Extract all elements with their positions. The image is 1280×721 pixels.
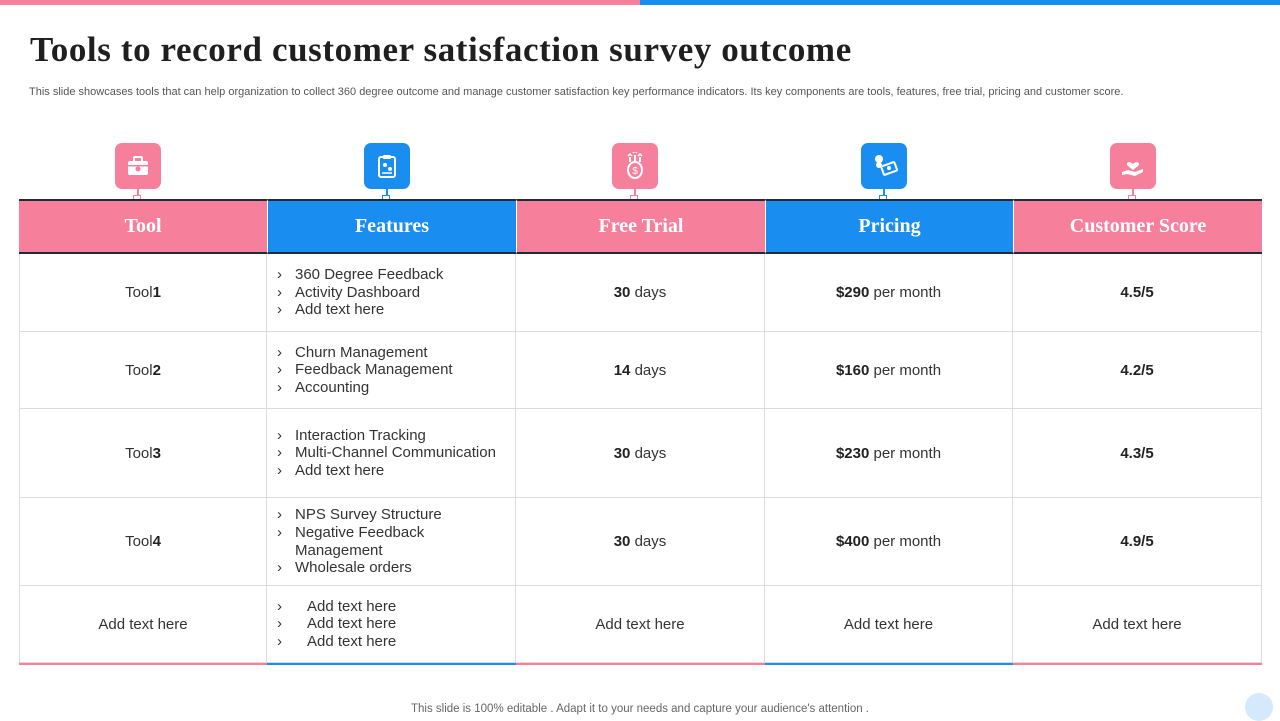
list-item: Wholesale orders [276,559,475,577]
list-item: NPS Survey Structure [276,506,475,524]
table-row-3-score: 4.3/5 [1013,409,1262,498]
table-row-4-features: NPS Survey Structure Negative Feedback M… [267,498,516,586]
list-item: 360 Degree Feedback [276,266,443,284]
free-trial-column-icon: $ [612,143,658,205]
table-row-4-tool: Tool 4 [19,498,267,586]
table-row-1-tool: Tool 1 [19,254,267,332]
table-row-4-pricing: $400 per month [765,498,1013,586]
list-item: Interaction Tracking [276,427,496,445]
slide-footer: This slide is 100% editable . Adapt it t… [410,703,869,715]
table-row-5-features: Add text here Add text here Add text her… [267,586,516,663]
list-item: Accounting [276,379,453,397]
slide-subtitle: This slide showcases tools that can help… [29,86,1124,98]
slide-title: Tools to record customer satisfaction su… [30,30,852,69]
table-row-3-trial: 30 days [516,409,765,498]
tool-column-icon [115,143,161,205]
list-item: Add text here [276,615,396,633]
header-pricing: Pricing [765,199,1013,254]
table-row-4-trial: 30 days [516,498,765,586]
list-item: Add text here [276,301,443,319]
column-bottom-line [765,663,1013,665]
table-row-1-pricing: $290 per month [765,254,1013,332]
header-customer-score: Customer Score [1013,199,1262,254]
list-item: Multi-Channel Communication [276,444,496,462]
corner-circle [1245,693,1273,721]
table-row-1-score: 4.5/5 [1013,254,1262,332]
list-item: Add text here [276,633,396,651]
table-row-2-features: Churn Management Feedback Management Acc… [267,332,516,409]
column-bottom-line [516,663,765,665]
top-accent-bar-blue [640,0,1280,5]
clipboard-icon [378,155,396,178]
list-item: Add text here [276,462,496,480]
table-row-2-trial: 14 days [516,332,765,409]
table-row-3-tool: Tool 3 [19,409,267,498]
comparison-table: Tool Features Free Trial Pricing Custome… [19,199,1262,663]
customer-score-column-icon [1110,143,1156,205]
header-free-trial: Free Trial [516,199,765,254]
column-bottom-line [19,663,267,665]
table-row-3-features: Interaction Tracking Multi-Channel Commu… [267,409,516,498]
table-row-2-score: 4.2/5 [1013,332,1262,409]
list-item: Feedback Management [276,361,453,379]
column-bottom-line [267,663,516,665]
cash-icon [875,155,898,176]
list-item: Churn Management [276,344,453,362]
toolbox-icon [128,156,148,175]
table-row-2-tool: Tool 2 [19,332,267,409]
table-row-2-pricing: $160 per month [765,332,1013,409]
top-accent-bar-pink [0,0,640,5]
money-bag-icon: $ [627,152,643,179]
table-row-5-score: Add text here [1013,586,1262,663]
features-column-icon [364,143,410,205]
table-row-5-tool: Add text here [19,586,267,663]
table-row-1-trial: 30 days [516,254,765,332]
svg-text:$: $ [632,166,638,177]
list-item: Activity Dashboard [276,284,443,302]
table-row-4-score: 4.9/5 [1013,498,1262,586]
table-row-1-features: 360 Degree Feedback Activity Dashboard A… [267,254,516,332]
hand-heart-icon [1122,162,1143,176]
list-item: Negative Feedback Management [276,524,475,559]
table-row-3-pricing: $230 per month [765,409,1013,498]
table-row-5-pricing: Add text here [765,586,1013,663]
column-bottom-line [1013,663,1262,665]
header-tool: Tool [19,199,267,254]
header-features: Features [267,199,516,254]
table-row-5-trial: Add text here [516,586,765,663]
list-item: Add text here [276,598,396,616]
pricing-column-icon [861,143,907,205]
